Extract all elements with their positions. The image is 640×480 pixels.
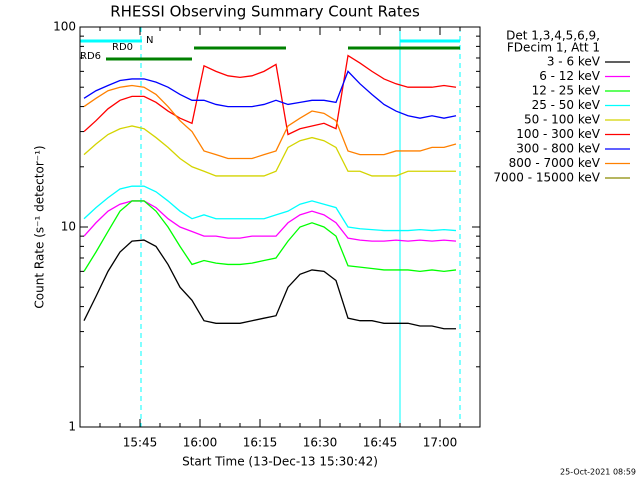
x-tick-label: 16:45: [363, 436, 398, 450]
legend-label: 7000 - 15000 keV: [493, 171, 600, 185]
x-tick-label: 16:30: [303, 436, 338, 450]
legend-label: 100 - 300 keV: [516, 127, 600, 141]
y-tick-label: 100: [53, 20, 76, 34]
series-line: [83, 70, 457, 119]
chart-title: RHESSI Observing Summary Count Rates: [110, 3, 420, 21]
series-line: [83, 84, 457, 160]
legend-label: 12 - 25 keV: [532, 84, 601, 98]
series-line: [83, 125, 456, 177]
series-line: [83, 54, 457, 136]
y-tick-label: 1: [68, 420, 76, 434]
legend-label: 25 - 50 keV: [532, 98, 601, 112]
legend-label: 3 - 6 keV: [547, 55, 601, 69]
legend-label: 6 - 12 keV: [539, 69, 601, 83]
y-tick-label: 10: [61, 220, 76, 234]
flag-label: RD0: [112, 42, 133, 53]
flag-label: RD6: [80, 51, 101, 62]
flag-label: N: [146, 35, 153, 46]
legend-label: 800 - 7000 keV: [509, 156, 601, 170]
series-line: [83, 200, 457, 273]
x-tick-label: 16:15: [243, 436, 278, 450]
legend-title: FDecim 1, Att 1: [507, 41, 600, 55]
x-tick-label: 16:00: [183, 436, 218, 450]
footer: 25-Oct-2021 08:59: [560, 468, 636, 477]
series-line: [83, 185, 457, 232]
series-line: [83, 239, 456, 330]
legend-label: 300 - 800 keV: [516, 142, 600, 156]
legend-title: Det 1,3,4,5,6,9,: [506, 29, 600, 43]
legend-label: 50 - 100 keV: [524, 113, 601, 127]
x-tick-label: 15:45: [123, 436, 158, 450]
y-axis-label: Count Rate (s⁻¹ detector⁻¹): [33, 145, 47, 308]
x-tick-label: 17:00: [423, 436, 458, 450]
x-axis-label: Start Time (13-Dec-13 15:30:42): [182, 455, 378, 469]
